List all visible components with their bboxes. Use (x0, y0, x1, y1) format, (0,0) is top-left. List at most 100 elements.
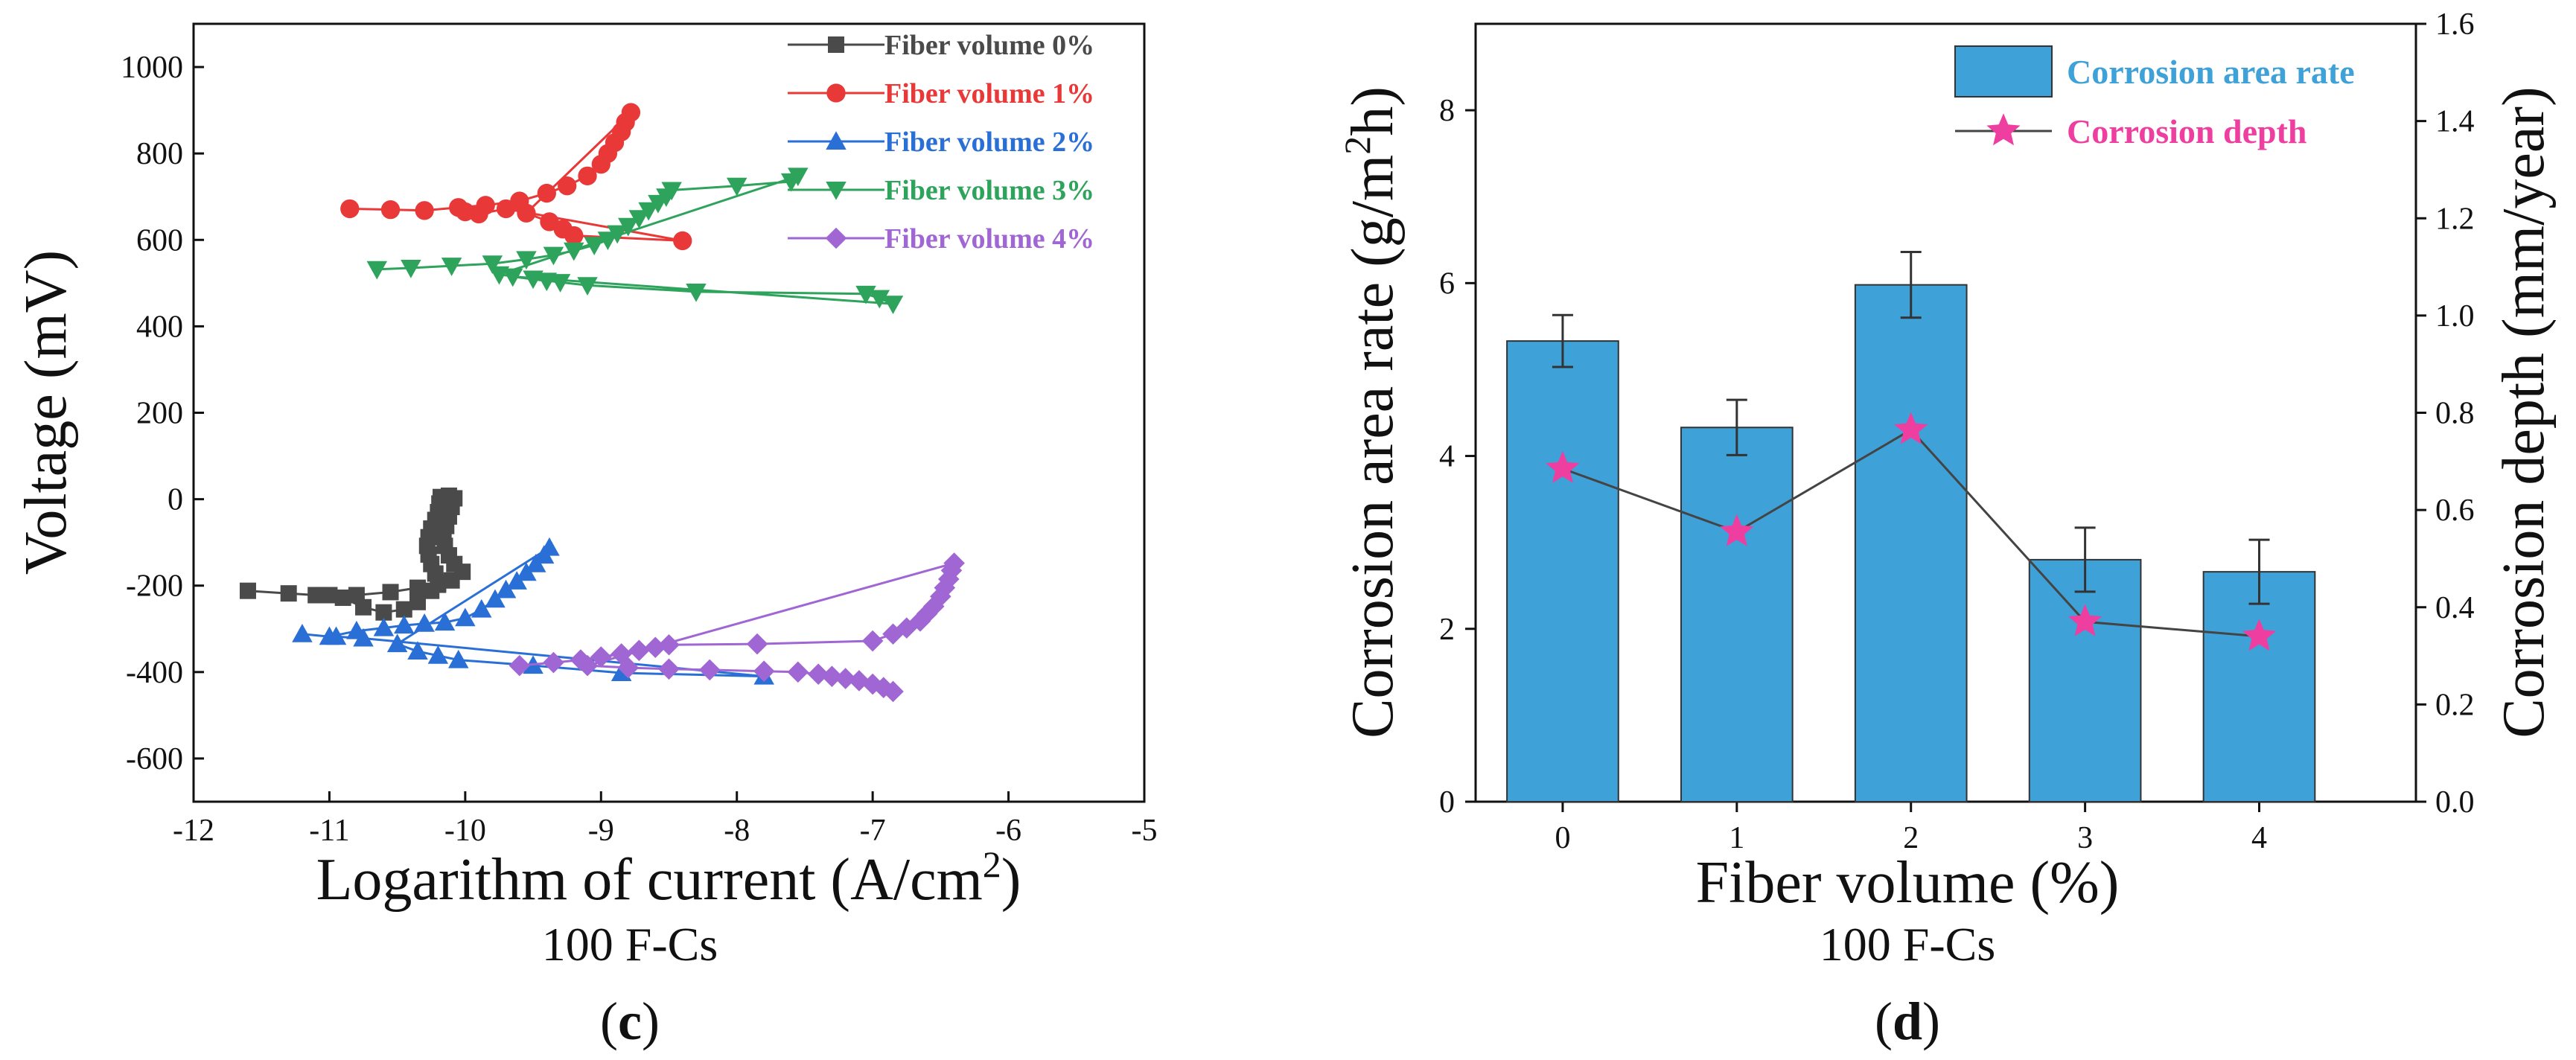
panel-c-x-axis-title-sup: 2 (983, 843, 1001, 885)
panel-c-data-point (292, 623, 313, 642)
panel-d-y-tick-label: 2 (1439, 613, 1455, 647)
panel-c-data-point (415, 201, 434, 220)
panel-c-data-point (618, 217, 639, 237)
panel-c-data-point (578, 166, 597, 186)
panel-d-subtitle: 100 F-Cs (1820, 918, 1996, 971)
panel-c-data-point (427, 645, 449, 664)
panel-d-legend-swatch (1954, 45, 2053, 98)
panel-d-y-tick-label: 6 (1439, 266, 1455, 301)
panel-c-data-point (621, 103, 641, 122)
panel-c-data-point (414, 613, 435, 632)
panel-c-data-point (471, 598, 492, 618)
panel-c-data-point (409, 579, 427, 596)
panel-d-error-bar (1552, 313, 1573, 368)
panel-d-label-letter: d (1893, 992, 1922, 1051)
panel-c-data-point (617, 657, 640, 679)
panel-d-y2-tick-label: 0.4 (2435, 591, 2475, 625)
panel-d-depth-point (1894, 412, 1928, 444)
panel-c-y-tick-label: 800 (136, 137, 183, 171)
panel-d-y2-tick-label: 1.4 (2435, 105, 2475, 139)
panel-d-x-axis-title: Fiber volume (%) (1696, 850, 2120, 916)
panel-d-y2-tick-label: 0.0 (2435, 785, 2475, 820)
panel-c-data-point (375, 604, 392, 621)
panel-c-y-axis-title: Voltage (mV) (13, 250, 79, 575)
panel-d-legend-marker (1986, 113, 2021, 146)
panel-c-legend-item-0: Fiber volume 0% (788, 30, 1094, 61)
panel-c-data-point (597, 232, 619, 251)
panel-c-data-point (407, 641, 428, 660)
panel-c-data-point (543, 246, 564, 266)
panel-d-legend-label: Corrosion area rate (2067, 53, 2355, 91)
panel-c-series-0 (239, 487, 471, 621)
panel-c-data-point (753, 660, 775, 682)
panel-c-x-axis-title: Logarithm of current (A/cm2) (316, 843, 1021, 913)
panel-d-bar (1680, 427, 1794, 802)
panel-c-y-tick-label: 400 (136, 310, 183, 344)
panel-c-y-tick-label: 0 (168, 483, 183, 517)
panel-d-y-axis-title-main: Corrosion area rate (g/m (1340, 155, 1406, 738)
panel-c-data-point (658, 658, 680, 680)
panel-c-data-point (455, 607, 476, 627)
panel-c-legend-label: Fiber volume 1% (884, 78, 1094, 109)
panel-d-y-axis-title-sup: 2 (1336, 136, 1378, 155)
panel-c-data-point (447, 649, 469, 668)
panel-c-legend-item-1: Fiber volume 1% (788, 78, 1094, 109)
panel-c-y-tick-label: -600 (126, 742, 183, 776)
panel-c-data-point (496, 199, 516, 219)
panel-c-data-point (517, 203, 536, 223)
panel-c-data-point (353, 628, 374, 647)
panel-c-legend-marker (826, 83, 846, 103)
panel-d-y-axis-title-tail: h) (1340, 86, 1406, 136)
panel-c-legend-label: Fiber volume 0% (884, 30, 1094, 61)
panel-c-series-1 (340, 103, 692, 251)
panel-c-subtitle: 100 F-Cs (542, 918, 718, 971)
panel-d-y-tick-label: 4 (1439, 440, 1455, 474)
panel-c-y-tick-label: 200 (136, 397, 183, 431)
panel-c-x-tick-label: -5 (1132, 814, 1158, 848)
panel-c-data-point (644, 636, 666, 659)
panel-c-data-point (577, 277, 598, 296)
panel-c-x-tick-label: -10 (444, 814, 486, 848)
panel-d-y-axis-title: Corrosion area rate (g/m2h) (1336, 86, 1406, 738)
panel-c-legend-item-3: Fiber volume 3% (788, 175, 1094, 206)
panel-d-depth-point (1546, 450, 1580, 483)
panel-c-x-axis-title-tail: ) (1001, 847, 1021, 913)
panel-d-x-tick-label: 2 (1903, 821, 1919, 855)
panel-c-series-2 (292, 537, 774, 685)
panel-c-data-point (698, 659, 721, 681)
panel-d-bar-series (1506, 251, 2316, 803)
panel-c-data-point (861, 630, 884, 652)
panel-c-data-point (590, 646, 612, 668)
panel-c-data-point (409, 593, 427, 610)
panel-c-data-point (239, 582, 256, 599)
panel-c-data-point (537, 183, 556, 203)
panel-d-bar (2028, 558, 2142, 803)
panel-c-legend: Fiber volume 0% Fiber volume 1% Fiber volu… (788, 30, 1094, 255)
panel-c-x-tick-label: -12 (173, 814, 214, 848)
panel-d-y-tick-label: 8 (1439, 94, 1455, 128)
panel-c-y-tick-label: 1000 (121, 51, 183, 85)
panel-c-series-4 (508, 552, 965, 703)
panel-c-data-point (325, 626, 347, 645)
panel-c-data-point (807, 663, 829, 686)
panel-c-data-point (386, 633, 408, 653)
panel-d-depth-point (1720, 514, 1754, 546)
panel-c-x-tick-label: -7 (860, 814, 886, 848)
panel-c-data-point (395, 601, 412, 618)
panel-c-data-point (726, 177, 747, 197)
panel-c-legend-marker (825, 227, 847, 249)
panel-d-y-axis-left: 0 2 4 6 8 (1439, 94, 1476, 820)
panel-c-data-point (348, 587, 365, 604)
panel-c-x-tick-label: -6 (995, 814, 1021, 848)
panel-c-series-group (239, 103, 965, 703)
panel-c-x-tick-label: -11 (309, 814, 349, 848)
panel-d-x-tick-label: 0 (1555, 821, 1570, 855)
panel-c-y-tick-label: 600 (136, 223, 183, 258)
panel-c-data-point (882, 680, 904, 703)
panel-d-depth-point (2242, 619, 2277, 651)
panel-d-legend-item-line: Corrosion depth (1955, 112, 2306, 150)
panel-d-legend: Corrosion area rate Corrosion depth (1954, 45, 2355, 150)
panel-c-data-point (508, 654, 531, 677)
